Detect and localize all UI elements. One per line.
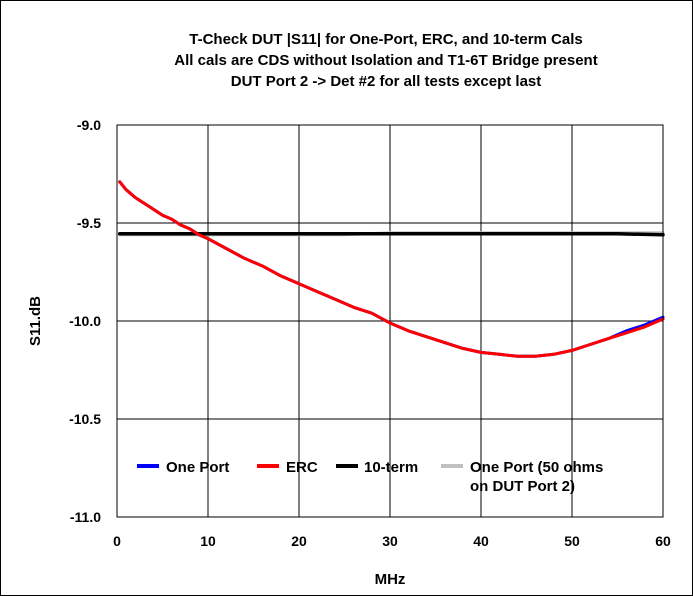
y-tick-label: -9.5 bbox=[77, 215, 101, 231]
chart-title-line-2: All cals are CDS without Isolation and T… bbox=[174, 52, 597, 69]
chart-title-line-1: T-Check DUT |S11| for One-Port, ERC, and… bbox=[189, 31, 583, 48]
legend-label-2: 10-term bbox=[364, 459, 418, 476]
legend-label-3: on DUT Port 2) bbox=[470, 478, 575, 495]
series-lines bbox=[117, 180, 665, 358]
chart-title-line-3: DUT Port 2 -> Det #2 for all tests excep… bbox=[231, 73, 542, 90]
x-axis-label: MHz bbox=[375, 571, 406, 588]
y-tick-label: -10.0 bbox=[69, 313, 101, 329]
x-tick-label: 30 bbox=[382, 533, 398, 549]
legend-label-0: One Port bbox=[166, 459, 229, 476]
chart-title: T-Check DUT |S11| for One-Port, ERC, and… bbox=[174, 31, 597, 90]
x-tick-label: 50 bbox=[564, 533, 580, 549]
x-tick-label: 10 bbox=[200, 533, 216, 549]
legend-label-1: ERC bbox=[286, 459, 318, 476]
y-tick-label: -9.0 bbox=[77, 117, 101, 133]
plot-border bbox=[116, 124, 664, 518]
x-tick-label: 0 bbox=[113, 533, 121, 549]
x-tick-label: 20 bbox=[291, 533, 307, 549]
y-axis-label: S11.dB bbox=[27, 296, 44, 346]
y-tick-label: -10.5 bbox=[69, 411, 101, 427]
legend-label-3: One Port (50 ohms bbox=[470, 459, 603, 476]
y-tick-label: -11.0 bbox=[70, 509, 101, 525]
x-tick-labels: 0 10 20 30 40 50 60 bbox=[113, 533, 671, 549]
x-tick-label: 60 bbox=[655, 533, 671, 549]
legend: One Port ERC 10-term One Port (50 ohms on DU… bbox=[137, 459, 603, 495]
series-line-2 bbox=[117, 232, 665, 237]
x-tick-label: 40 bbox=[473, 533, 489, 549]
y-tick-labels: -9.0 -9.5 -10.0 -10.5 -11.0 bbox=[69, 117, 101, 525]
series-line-1 bbox=[118, 180, 665, 358]
